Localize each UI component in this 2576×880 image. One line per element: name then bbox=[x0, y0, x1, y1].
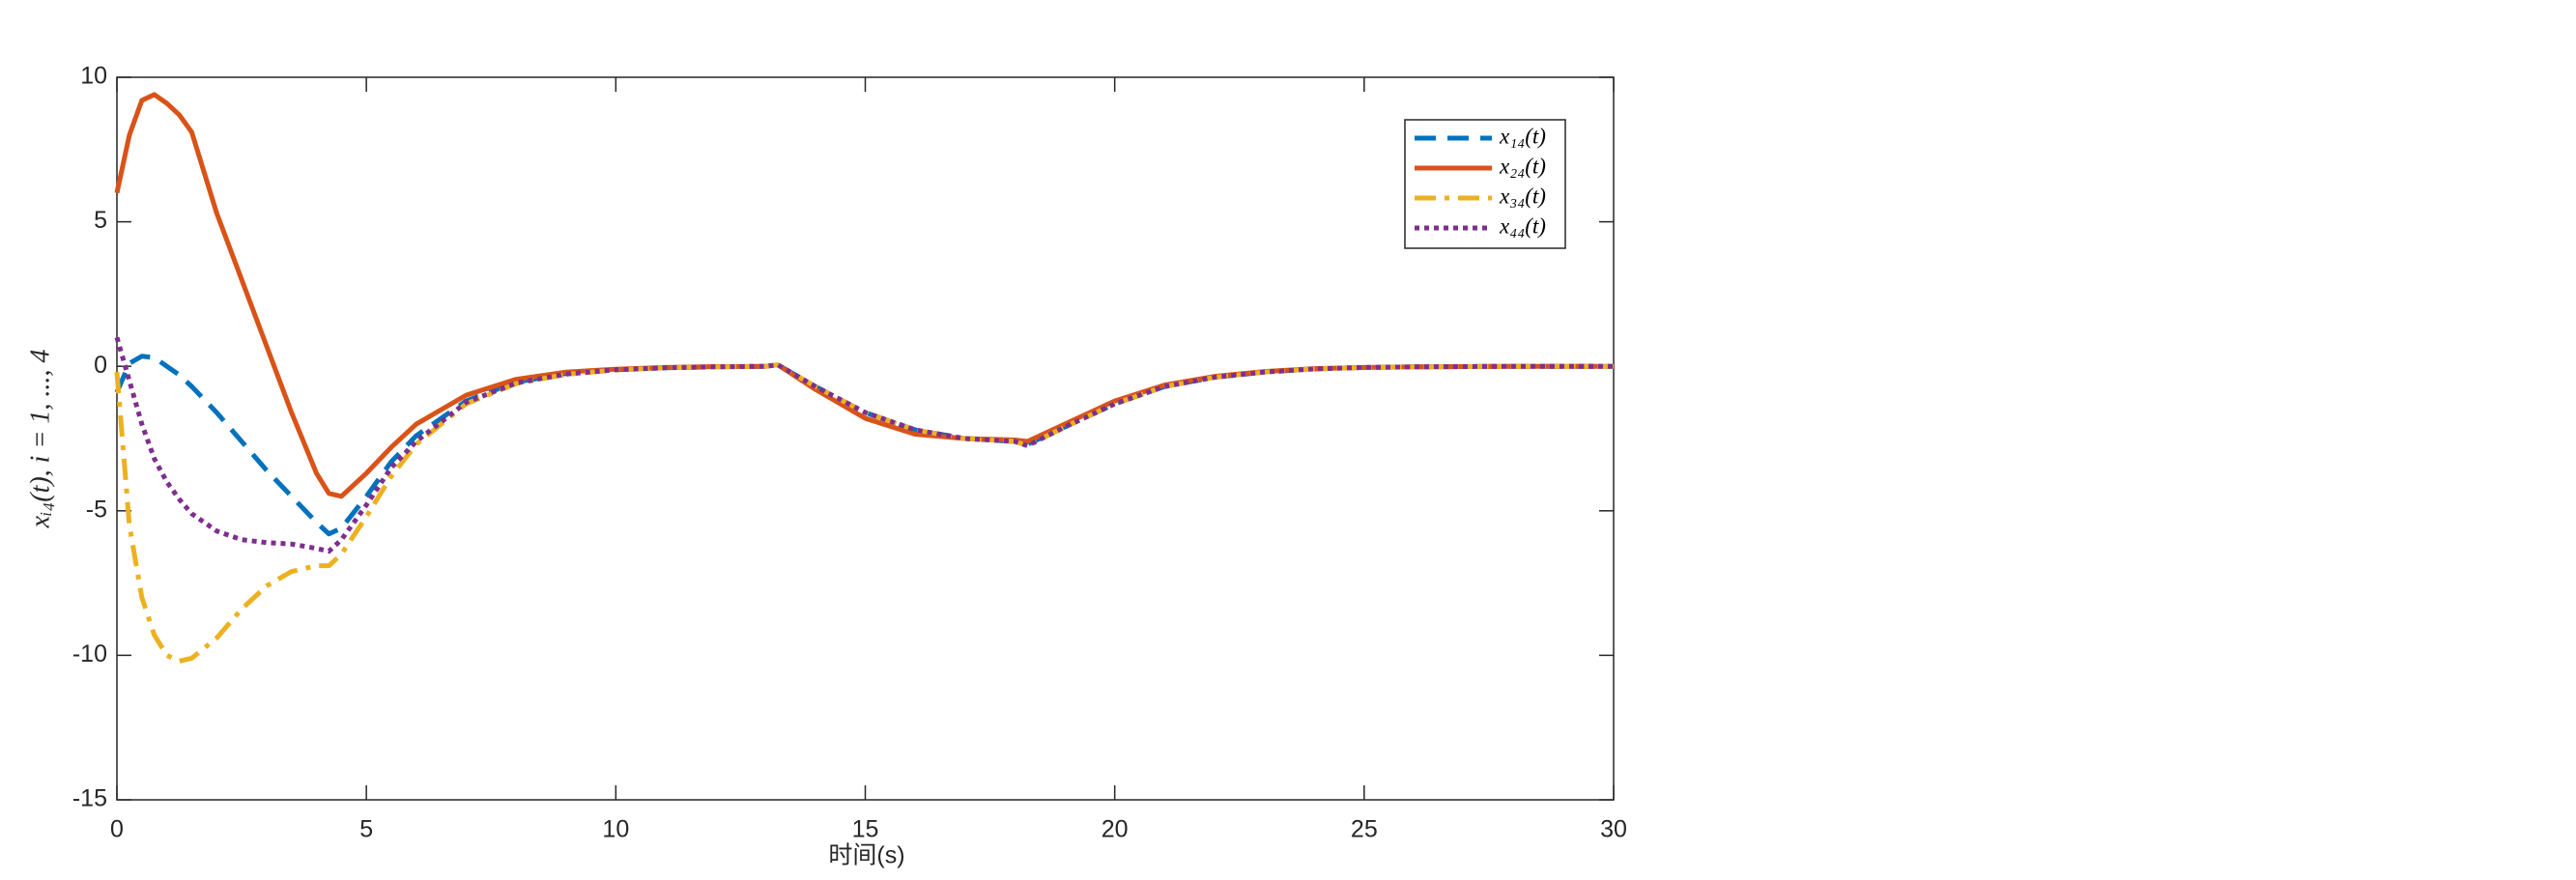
y-tick-label: 5 bbox=[94, 207, 107, 234]
x-tick-label: 20 bbox=[1102, 816, 1129, 843]
legend-label: x₂₄(t) bbox=[1499, 154, 1546, 178]
x-tick-label: 15 bbox=[852, 816, 879, 843]
x-axis-label: 时间(s) bbox=[828, 842, 904, 869]
plot-frame bbox=[116, 76, 1615, 801]
x-tick-label: 0 bbox=[110, 816, 124, 843]
y-tick-label: -10 bbox=[72, 640, 107, 667]
y-tick-label: 0 bbox=[94, 352, 107, 379]
legend-label: x₁₄(t) bbox=[1499, 124, 1546, 148]
x-tick-label: 25 bbox=[1351, 816, 1378, 843]
legend-label: x₃₄(t) bbox=[1499, 184, 1546, 208]
x-tick-label: 5 bbox=[359, 816, 373, 843]
y-tick-label: -5 bbox=[86, 496, 107, 523]
y-axis-label: xᵢ₄(t), i = 1, ..., 4 bbox=[25, 350, 55, 529]
x-tick-label: 10 bbox=[602, 816, 629, 843]
y-tick-label: 10 bbox=[80, 63, 107, 90]
series-line bbox=[114, 336, 1614, 554]
x-tick-label: 30 bbox=[1600, 816, 1627, 843]
y-tick-label: -15 bbox=[72, 785, 107, 812]
legend: x₁₄(t) x₂₄(t) x₃₄(t) x₄₄(t) bbox=[1404, 119, 1566, 249]
legend-label: x₄₄(t) bbox=[1499, 213, 1546, 238]
